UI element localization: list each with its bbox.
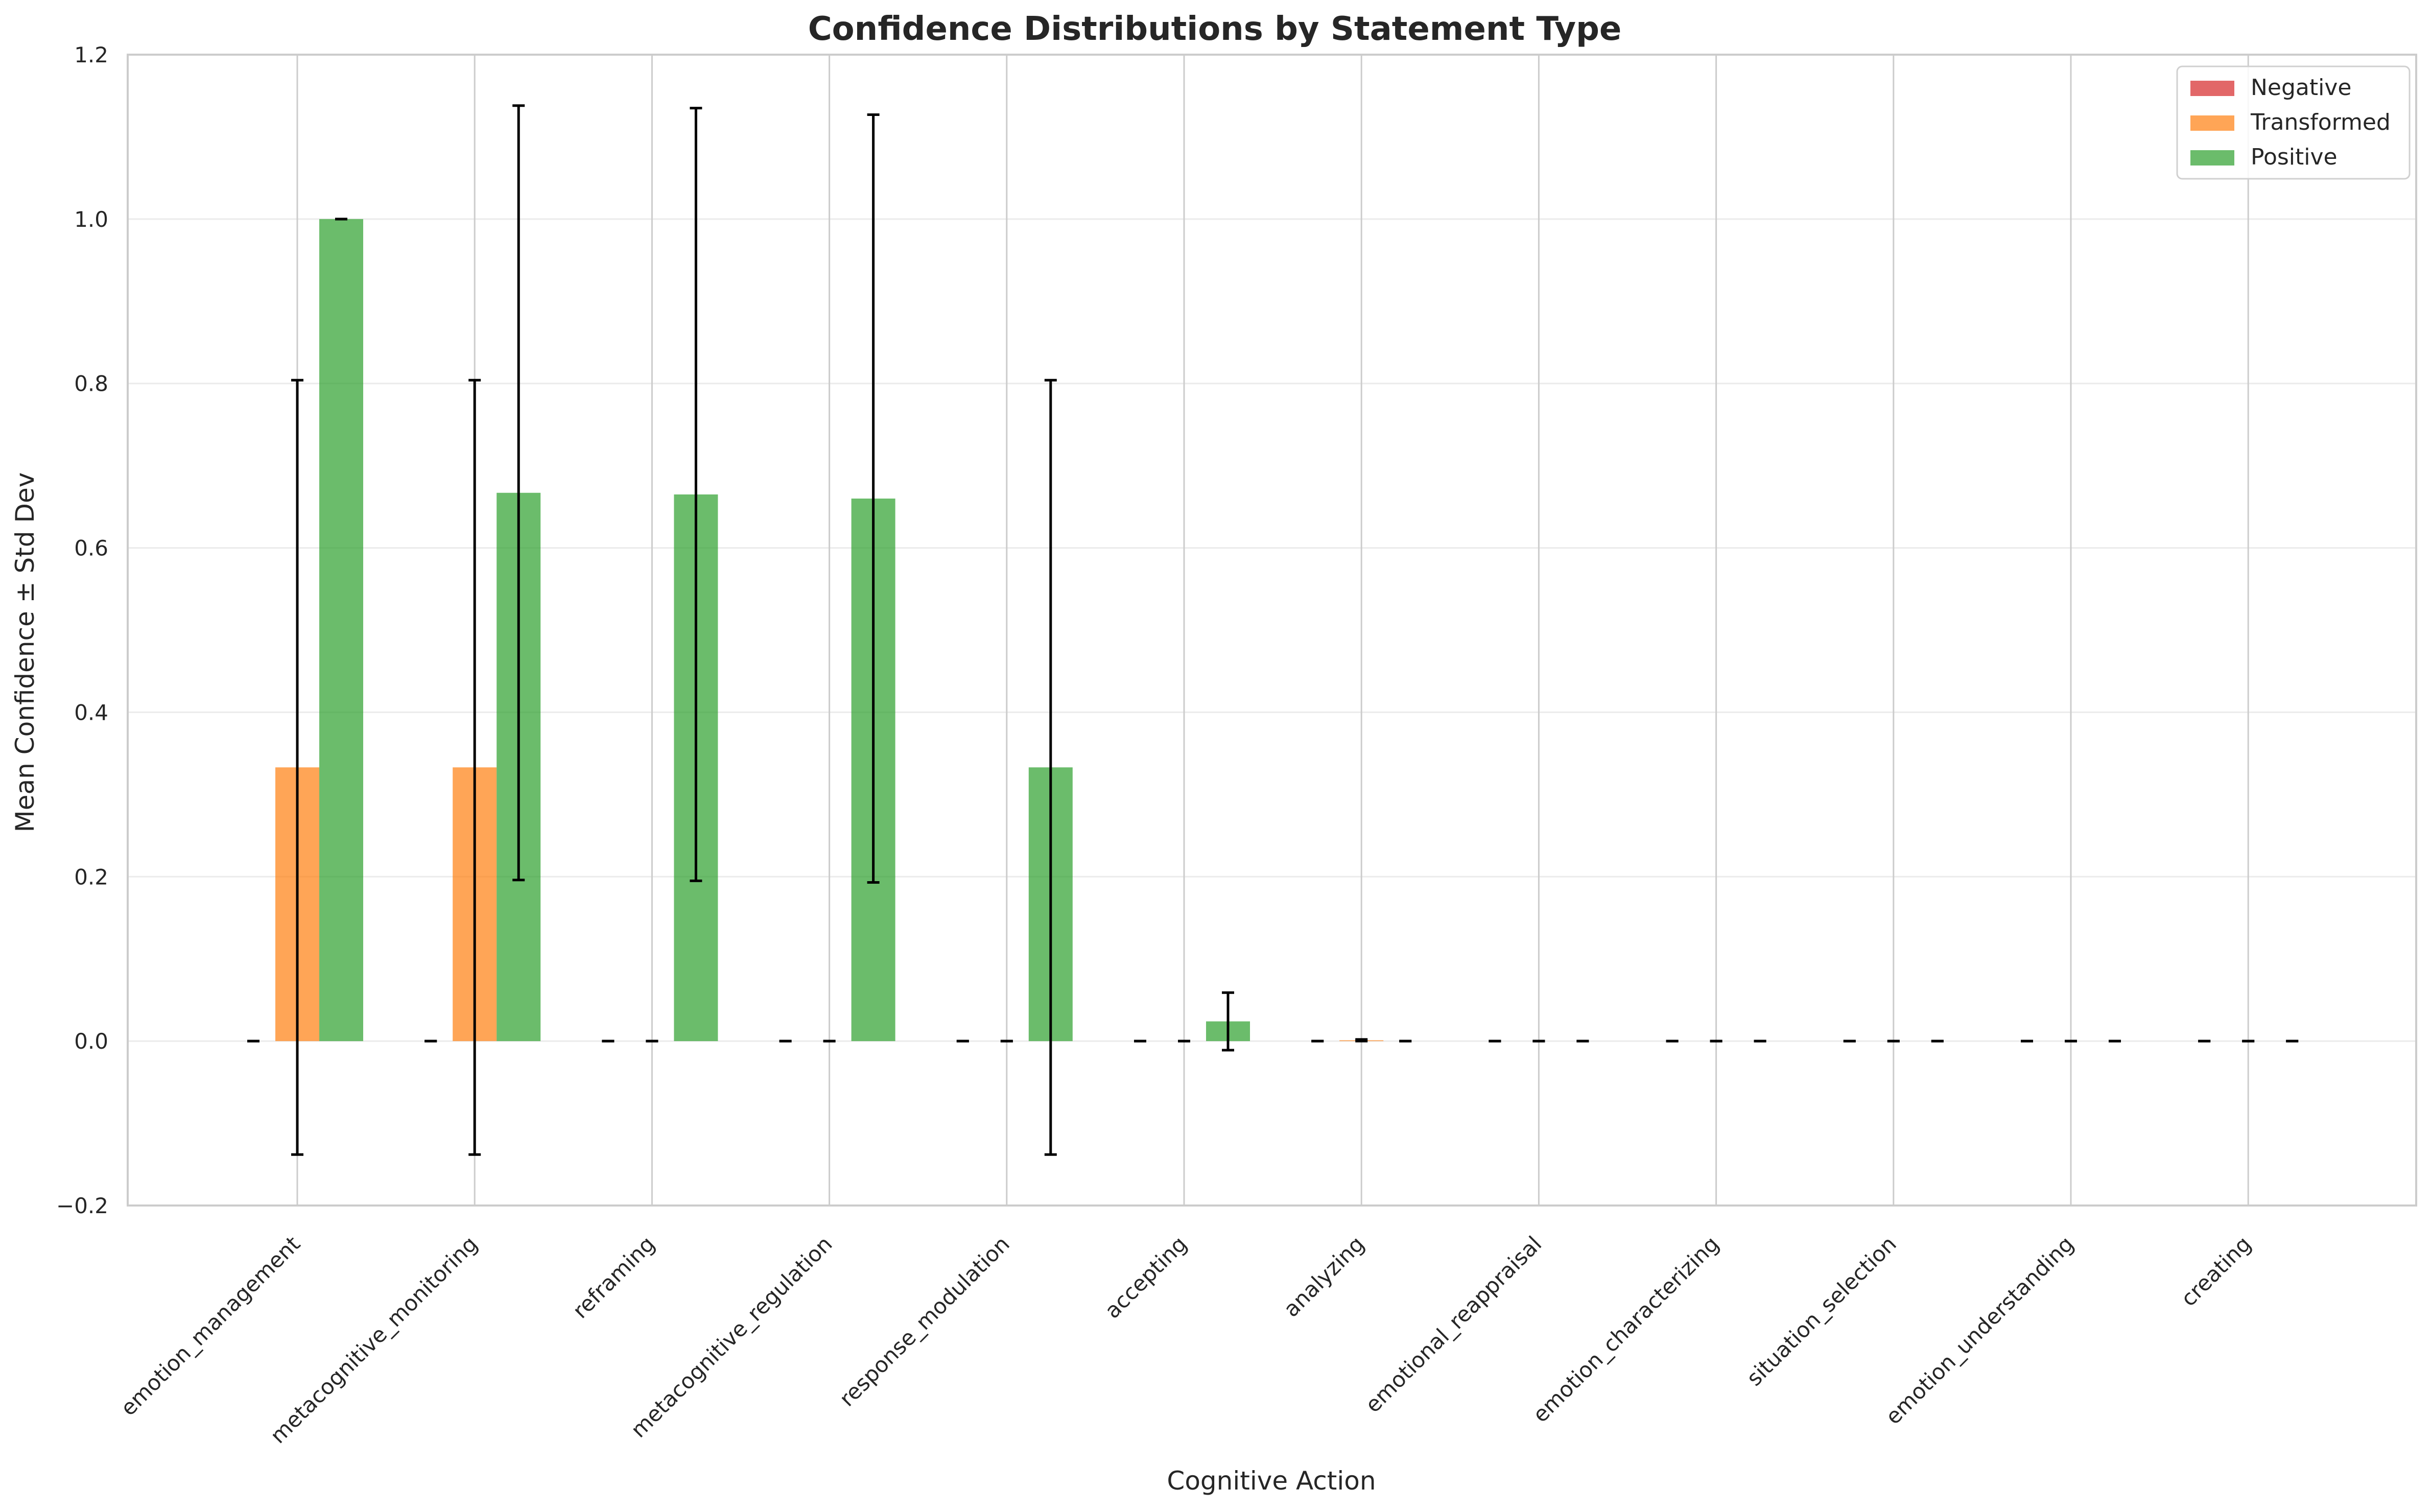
legend-box [2176,65,2411,180]
grid-lines [128,54,2416,1207]
y-axis-label: Mean Confidence ± Std Dev [10,472,40,833]
legend-label-negative: Negative [2251,75,2351,101]
error-bar [690,107,702,882]
bar-positive [319,219,363,1042]
y-tick-label: 1.0 [74,207,108,232]
error-bars [247,104,2299,1156]
y-tick-label: 0.8 [74,371,108,396]
plot-frame [127,54,2417,1207]
y-tick-label: 0.2 [74,864,108,889]
error-bar [1355,1038,1368,1043]
chart-title: Confidence Distributions by Statement Ty… [808,10,1622,48]
error-bar [1044,379,1057,1156]
error-bar [867,113,880,884]
legend: Negative Transformed Positive [2176,65,2411,180]
x-axis-label: Cognitive Action [1167,1466,1376,1496]
y-tick-label: 0.0 [74,1029,108,1054]
legend-label-transformed: Transformed [2250,109,2391,135]
y-tick-labels: −0.2 0.0 0.2 0.4 0.6 0.8 1.0 1.2 [56,42,108,1218]
y-tick-label: 0.4 [74,700,108,725]
error-bar [468,379,481,1156]
y-tick-label: −0.2 [56,1193,108,1218]
legend-swatch-positive [2190,150,2234,166]
legend-swatch-transformed [2190,115,2234,131]
error-bar [1222,991,1234,1052]
y-tick-label: 1.2 [74,42,108,67]
error-bar [291,379,303,1156]
error-bar [512,104,525,882]
y-tick-label: 0.6 [74,536,108,561]
legend-label-positive: Positive [2251,144,2338,170]
legend-swatch-negative [2190,81,2234,96]
